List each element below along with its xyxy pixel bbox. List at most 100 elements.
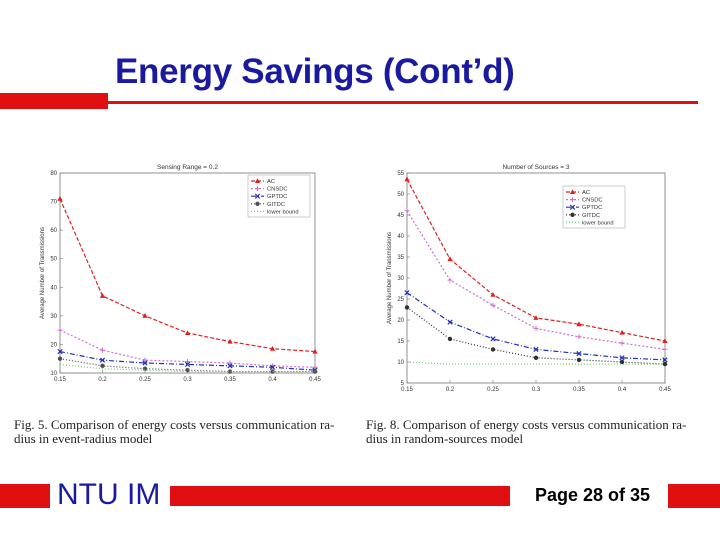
y-tick-label: 35 (397, 255, 404, 261)
slide-title: Energy Savings (Cont’d) (115, 52, 515, 91)
data-point (447, 336, 453, 342)
x-tick-label: 0.3 (183, 377, 192, 383)
plot-frame (406, 172, 666, 384)
data-point (312, 348, 318, 354)
legend-marker (254, 178, 261, 183)
data-point (227, 363, 233, 369)
caption-right-line2: dius in random-sources model (366, 431, 524, 446)
data-point (99, 357, 106, 363)
data-point (447, 256, 453, 262)
legend-marker (255, 186, 260, 192)
data-point (490, 347, 496, 352)
x-tick-label: 0.35 (224, 377, 236, 383)
title-underline (108, 101, 698, 104)
data-point (57, 348, 63, 355)
data-point (185, 359, 190, 365)
data-point (533, 315, 539, 320)
data-point (619, 340, 625, 346)
data-point (99, 293, 106, 298)
y-tick-label: 10 (397, 360, 404, 366)
data-point (662, 338, 668, 343)
page-number: Page 28 of 35 (535, 485, 651, 505)
x-tick-label: 0.25 (139, 377, 151, 383)
data-point (142, 366, 148, 371)
chart-right: Number of Sources = 3 0.15 0.2 0.25 0.3 0.35 0… (387, 164, 671, 393)
footer-label: NTU IM (57, 478, 161, 511)
data-point (662, 357, 668, 363)
data-point (533, 325, 539, 331)
y-tick-label: 60 (50, 228, 57, 234)
legend-label: lower bound (267, 209, 299, 215)
data-point (533, 355, 539, 360)
accent-bar-top-left (0, 93, 108, 109)
y-tick-label: 30 (397, 276, 404, 282)
data-point (227, 369, 233, 374)
caption-right: Fig. 8. Comparison of energy costs versu… (366, 418, 706, 446)
y-axis-label: Average Number of Transmissions (40, 227, 46, 319)
data-point (490, 302, 496, 308)
y-tick-label: 55 (397, 171, 404, 177)
y-tick-label: 5 (401, 381, 405, 387)
data-point (490, 336, 496, 342)
data-point (269, 345, 276, 351)
data-point (184, 361, 191, 368)
x-tick-label: 0.15 (401, 387, 413, 393)
legend-marker (570, 212, 575, 217)
legend-label: GITDC (267, 202, 285, 208)
series-line-lower-bound (59, 363, 315, 373)
legend-label: GPTDC (267, 194, 287, 200)
data-point (447, 277, 453, 283)
data-point (404, 305, 410, 310)
legend-label: CNSDC (582, 198, 603, 204)
x-tick-label: 0.45 (659, 387, 671, 393)
data-point (662, 346, 668, 352)
accent-bar-bottom-left (0, 484, 50, 508)
x-tick-label: 0.2 (446, 387, 455, 393)
data-point (312, 364, 318, 370)
chart-title: Number of Sources = 3 (502, 164, 569, 171)
data-point (404, 208, 410, 214)
data-point (576, 334, 582, 340)
legend-marker (254, 193, 261, 199)
data-point (227, 338, 233, 344)
data-point (619, 329, 625, 335)
data-point (447, 319, 453, 325)
legend-marker (255, 201, 260, 206)
legend-label: GITDC (582, 213, 600, 219)
chart-left: Sensing Range = 0.2 0.15 0.2 0.25 0.3 0.35 0.4… (40, 164, 321, 383)
legend-marker (569, 189, 576, 194)
x-tick-label: 0.45 (309, 377, 321, 383)
chart-title: Sensing Range = 0.2 (157, 164, 218, 171)
caption-left-line2: dius in event-radius model (14, 431, 153, 446)
data-point (100, 347, 105, 353)
legend-label: AC (267, 179, 275, 185)
y-tick-label: 30 (50, 314, 57, 320)
caption-right-line1: Fig. 8. Comparison of energy costs versu… (366, 417, 687, 432)
y-axis-label: Average Number of Transmissions (387, 232, 393, 324)
x-tick-label: 0.4 (268, 377, 277, 383)
legend-marker (570, 197, 575, 203)
legend-label: CNSDC (267, 187, 288, 193)
y-tick-label: 50 (50, 257, 57, 263)
y-tick-label: 10 (50, 371, 57, 377)
data-point (270, 369, 275, 374)
data-point (576, 321, 582, 327)
y-tick-label: 40 (50, 285, 57, 291)
y-tick-label: 45 (397, 213, 404, 219)
x-tick-label: 0.2 (98, 377, 107, 383)
data-point (576, 350, 582, 357)
accent-bar-bottom-right (668, 484, 720, 508)
x-tick-label: 0.4 (618, 387, 627, 393)
data-point (184, 330, 191, 335)
y-tick-label: 70 (50, 200, 57, 206)
data-point (404, 290, 410, 296)
data-point (100, 363, 105, 369)
caption-left: Fig. 5. Comparison of energy costs versu… (14, 418, 354, 446)
x-tick-label: 0.15 (54, 377, 66, 383)
data-point (576, 357, 582, 363)
y-tick-label: 50 (397, 192, 404, 198)
data-point (142, 360, 148, 366)
data-point (57, 327, 63, 333)
data-point (404, 176, 410, 182)
data-point (269, 364, 276, 370)
